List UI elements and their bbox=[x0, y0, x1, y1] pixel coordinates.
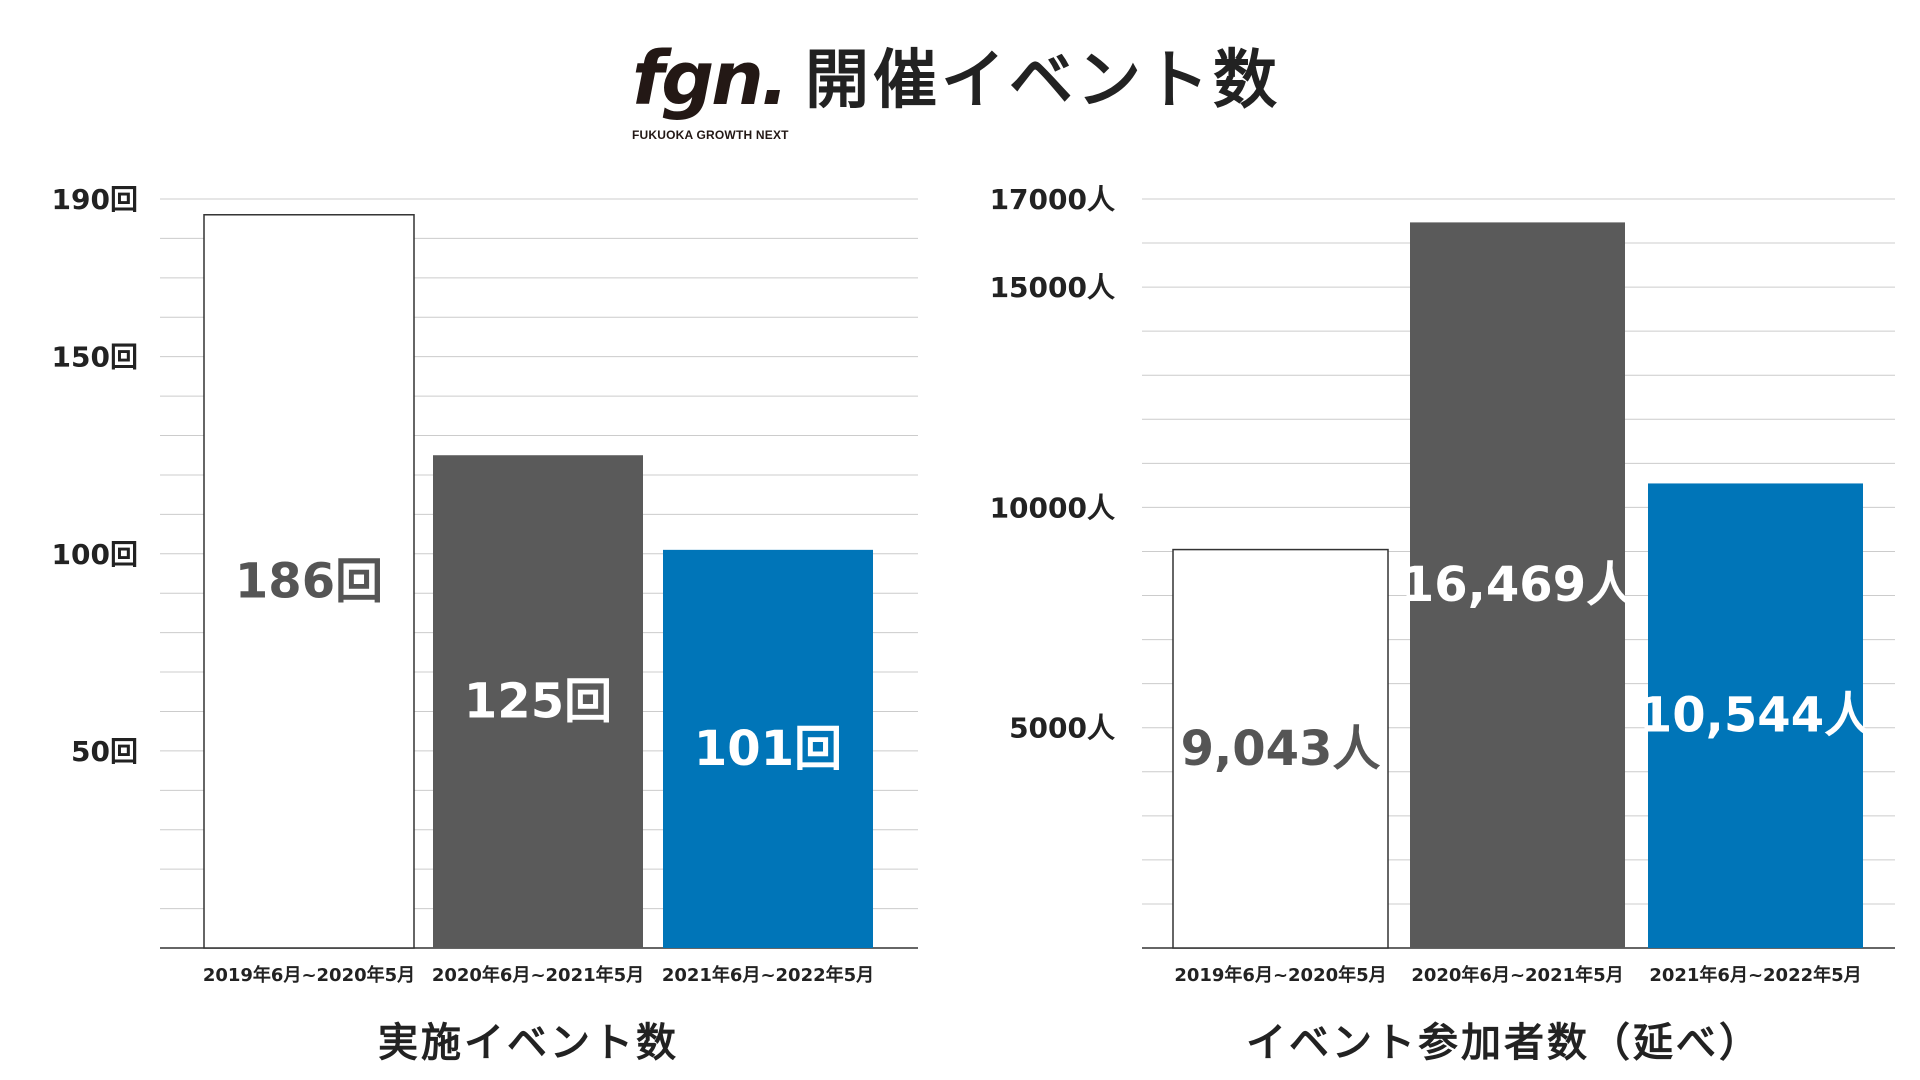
x-tick-label: 2021年6月~2022年5月 bbox=[1649, 964, 1861, 986]
page-title: 開催イベント数 bbox=[805, 44, 1281, 118]
data-label: 101回 bbox=[694, 721, 842, 777]
header: fgn. FUKUOKA GROWTH NEXT 開催イベント数 bbox=[0, 28, 1920, 148]
data-label: 186回 bbox=[235, 553, 383, 609]
data-label: 16,469人 bbox=[1401, 557, 1634, 613]
y-tick-label: 100回 bbox=[52, 538, 138, 571]
y-tick-label: 5000人 bbox=[1009, 712, 1115, 745]
y-tick-label: 190回 bbox=[52, 183, 138, 216]
bar bbox=[1410, 222, 1625, 948]
logo-mark: fgn. bbox=[632, 36, 789, 122]
y-tick-label: 150回 bbox=[52, 341, 138, 374]
logo-subtext: FUKUOKA GROWTH NEXT bbox=[632, 128, 789, 142]
x-tick-label: 2019年6月~2020年5月 bbox=[1174, 964, 1386, 986]
x-tick-label: 2019年6月~2020年5月 bbox=[203, 964, 415, 986]
y-tick-label: 10000人 bbox=[990, 491, 1115, 524]
chart-participants: 5000人 10000人 15000人 17000人 9,043人 2019年6月~202… bbox=[990, 183, 1895, 986]
bar bbox=[663, 549, 873, 948]
chart-caption-participants: イベント参加者数（延べ） bbox=[1246, 1020, 1762, 1066]
data-label: 9,043人 bbox=[1181, 721, 1381, 777]
bar bbox=[433, 455, 643, 948]
bar bbox=[1648, 483, 1863, 948]
data-label: 10,544人 bbox=[1639, 688, 1872, 744]
y-tick-label: 17000人 bbox=[990, 183, 1115, 216]
y-tick-label: 15000人 bbox=[990, 271, 1115, 304]
bar bbox=[1172, 548, 1389, 949]
chart-events: 50回 100回 150回 190回 186回 2019年6月~2020年5月 125回 20… bbox=[52, 183, 918, 986]
chart-caption-events: 実施イベント数 bbox=[378, 1020, 679, 1066]
x-tick-label: 2021年6月~2022年5月 bbox=[662, 964, 874, 986]
y-tick-label: 50回 bbox=[71, 735, 138, 768]
data-label: 125回 bbox=[464, 674, 612, 730]
x-tick-label: 2020年6月~2021年5月 bbox=[432, 964, 644, 986]
bar bbox=[203, 214, 415, 949]
x-tick-label: 2020年6月~2021年5月 bbox=[1411, 964, 1623, 986]
fgn-logo: fgn. FUKUOKA GROWTH NEXT bbox=[632, 34, 789, 144]
